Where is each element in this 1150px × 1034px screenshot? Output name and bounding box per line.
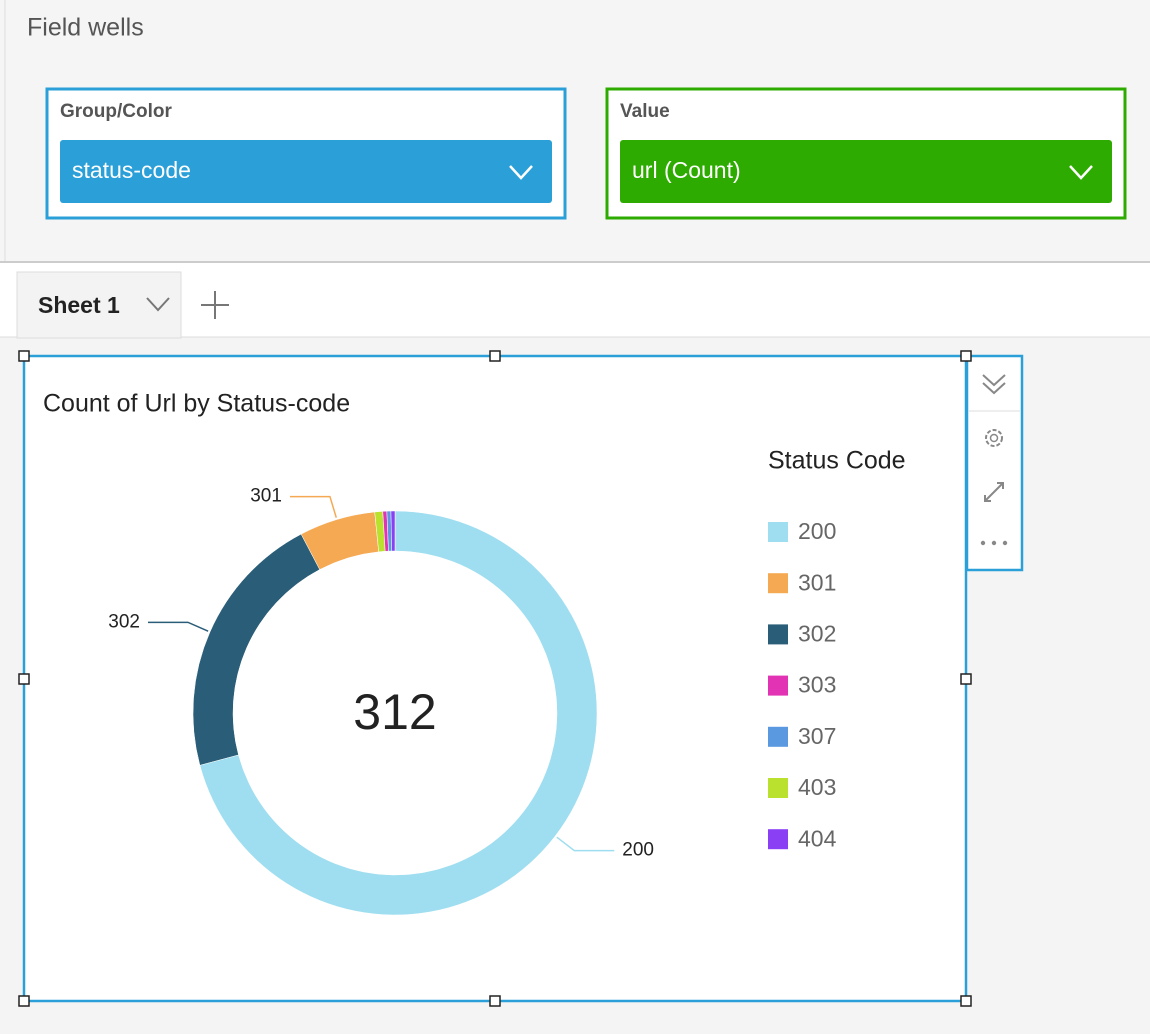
legend-swatch[interactable] xyxy=(768,778,788,798)
tab-bar xyxy=(0,263,1150,337)
resize-handles xyxy=(18,350,972,1007)
leader-line xyxy=(289,495,337,518)
legend-swatch[interactable] xyxy=(768,573,788,594)
data-label: 301 xyxy=(250,486,282,507)
settings-icon-core xyxy=(989,433,999,443)
legend-swatch[interactable] xyxy=(768,624,788,645)
wells: Group/Color status-code Value url (Count) xyxy=(45,87,1127,220)
donut-total: 312 xyxy=(353,684,436,740)
leader-line xyxy=(556,836,615,852)
settings-icon[interactable] xyxy=(985,429,1003,447)
sheet-tab-label[interactable]: Sheet 1 xyxy=(38,292,120,318)
legend-label[interactable]: 403 xyxy=(798,774,836,800)
visual[interactable] xyxy=(22,354,968,1003)
leader-line xyxy=(147,621,209,632)
resize-handle[interactable] xyxy=(18,995,30,1007)
legend-label[interactable]: 404 xyxy=(798,825,837,851)
legend-swatch[interactable] xyxy=(768,829,788,850)
resize-handle[interactable] xyxy=(18,350,30,362)
resize-handle[interactable] xyxy=(489,350,501,362)
donut-slice[interactable] xyxy=(390,510,396,552)
legend-label[interactable]: 303 xyxy=(798,672,836,698)
field-dropdown[interactable] xyxy=(60,140,552,203)
legend-label[interactable]: 307 xyxy=(798,723,836,749)
field-name[interactable]: status-code xyxy=(72,157,191,183)
resize-handle[interactable] xyxy=(489,995,501,1007)
legend-label[interactable]: 301 xyxy=(798,569,836,595)
resize-handle[interactable] xyxy=(960,350,972,362)
legend-label[interactable]: 200 xyxy=(798,518,836,544)
resize-handle[interactable] xyxy=(18,673,30,685)
resize-handle[interactable] xyxy=(960,995,972,1007)
add-sheet[interactable] xyxy=(201,291,229,319)
legend-label[interactable]: 302 xyxy=(798,620,836,646)
data-label: 302 xyxy=(108,611,140,632)
legend-swatch[interactable] xyxy=(768,675,788,696)
dropdown-chevron[interactable] xyxy=(509,165,533,180)
chart-title: Count of Url by Status-code xyxy=(43,390,350,418)
resize-handle[interactable] xyxy=(960,673,972,685)
collapse-icon[interactable] xyxy=(982,374,1006,395)
donut-slice[interactable] xyxy=(199,510,598,916)
data-label: 200 xyxy=(622,840,654,861)
field-name[interactable]: url (Count) xyxy=(632,157,741,183)
field-dropdown[interactable] xyxy=(620,140,1112,203)
legend-swatch[interactable] xyxy=(768,522,788,542)
panel-title: Field wells xyxy=(27,14,144,42)
legend-swatch[interactable] xyxy=(768,726,788,747)
well-label: Group/Color xyxy=(60,101,172,122)
dropdown-chevron[interactable] xyxy=(1069,165,1093,180)
expand-icon[interactable] xyxy=(984,482,1004,502)
more-icon[interactable] xyxy=(980,540,1008,546)
visual-toolbar xyxy=(965,354,1024,572)
well-label: Value xyxy=(620,101,670,122)
legend-title: Status Code xyxy=(768,447,906,475)
tab-chevron[interactable] xyxy=(146,297,170,312)
